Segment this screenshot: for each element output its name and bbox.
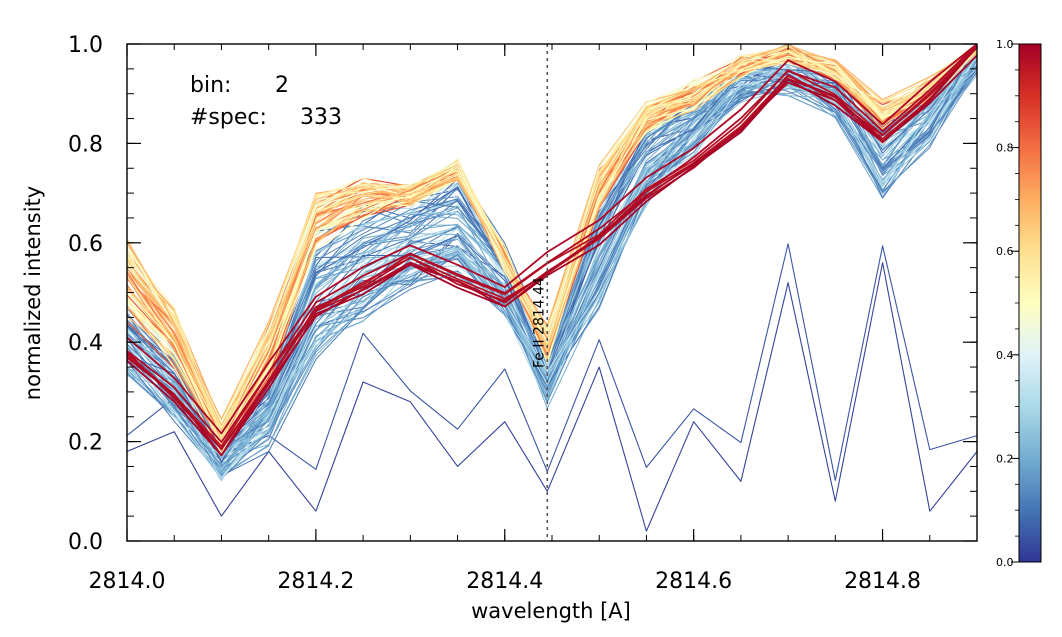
x-tick-label: 2814.4 <box>466 569 543 594</box>
colorbar <box>1018 43 1042 563</box>
x-tick-label: 2814.8 <box>844 569 921 594</box>
spec-label: #spec: <box>190 105 267 130</box>
bin-label: bin: <box>190 73 231 98</box>
y-tick-label: 0.2 <box>68 431 103 456</box>
y-tick-label: 1.0 <box>68 33 103 58</box>
y-tick-label: 0.4 <box>68 331 103 356</box>
spectrum-line <box>126 68 978 480</box>
axes: 2814.0 2814.2 2814.4 2814.6 2814.8 0.0 0.2 0.4 0… <box>68 33 978 594</box>
colorbar-tick-label: 0.2 <box>996 452 1014 465</box>
x-tick-label: 2814.2 <box>277 569 354 594</box>
spec-value: 333 <box>300 105 342 130</box>
spectrum-line <box>126 43 978 424</box>
colorbar-tick-label: 0.4 <box>996 349 1014 362</box>
colorbar-axis: 0.0 0.2 0.4 0.6 0.8 1.0 <box>996 38 1019 569</box>
x-tick-label: 2814.6 <box>655 569 732 594</box>
x-tick-label: 2814.0 <box>89 569 166 594</box>
y-axis-title: normalized intensity <box>21 186 45 400</box>
colorbar-tick-label: 1.0 <box>996 38 1014 51</box>
colorbar-tick-label: 0.6 <box>996 245 1014 258</box>
spectrum-line <box>126 49 978 437</box>
spectrum-line <box>126 43 978 426</box>
x-axis-title: wavelength [A] <box>471 599 631 623</box>
colorbar-tick-label: 0.8 <box>996 142 1014 155</box>
spectrum-line <box>126 70 978 477</box>
colorbar-tick-label: 0.0 <box>996 556 1014 569</box>
spectrum-line-highlight <box>126 43 978 435</box>
y-tick-label: 0.6 <box>68 232 103 257</box>
bin-value: 2 <box>275 73 289 98</box>
spectrum-line-highlight <box>126 46 978 456</box>
y-tick-label: 0.8 <box>68 132 103 157</box>
y-tick-label: 0.0 <box>68 530 103 555</box>
reference-line-label: Fe II 2814.44 <box>531 277 547 368</box>
